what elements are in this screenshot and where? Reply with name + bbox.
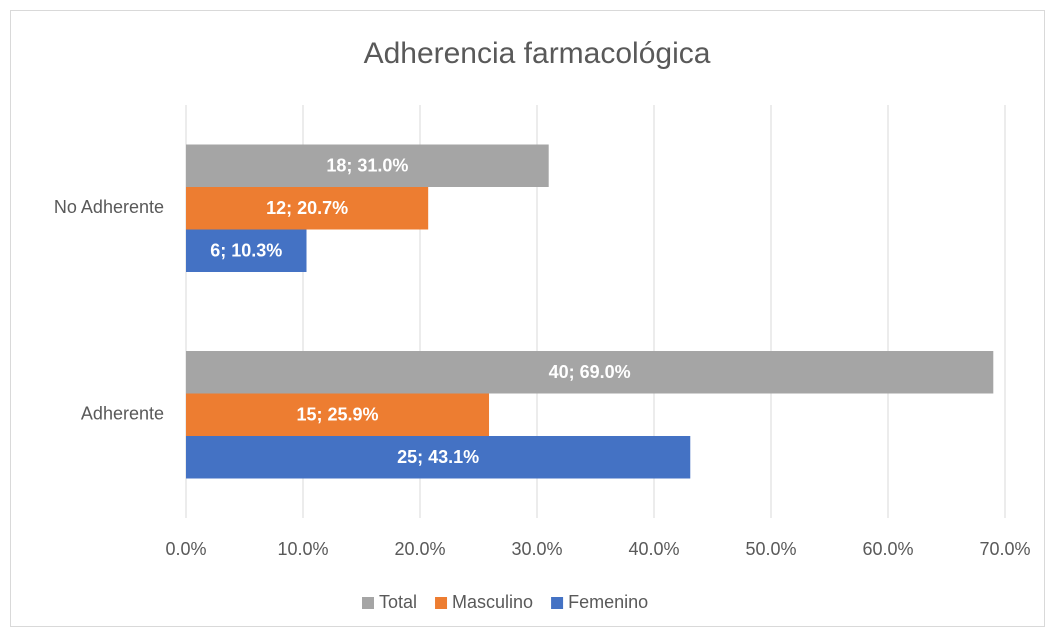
bar <box>186 393 490 436</box>
value-label: 40; 69.0% <box>549 362 631 382</box>
chart-border <box>10 10 1045 627</box>
legend-label: Masculino <box>452 592 533 612</box>
value-label: 18; 31.0% <box>326 156 408 176</box>
value-label: 25; 43.1% <box>397 447 479 467</box>
legend-label: Femenino <box>568 592 648 612</box>
y-tick-label: No Adherente <box>54 197 164 217</box>
x-tick-label: 20.0% <box>394 539 445 559</box>
x-tick-label: 60.0% <box>862 539 913 559</box>
bar <box>186 187 429 230</box>
bar <box>186 144 549 187</box>
x-tick-label: 40.0% <box>628 539 679 559</box>
x-tick-label: 70.0% <box>979 539 1030 559</box>
x-tick-label: 50.0% <box>745 539 796 559</box>
bar <box>186 436 691 479</box>
value-label: 12; 20.7% <box>266 198 348 218</box>
bar <box>186 229 307 272</box>
value-label: 15; 25.9% <box>296 405 378 425</box>
x-tick-label: 10.0% <box>277 539 328 559</box>
x-tick-label: 0.0% <box>165 539 206 559</box>
x-tick-label: 30.0% <box>511 539 562 559</box>
legend-label: Total <box>379 592 417 612</box>
chart-title: Adherencia farmacológica <box>364 37 711 70</box>
legend-swatch <box>551 597 564 609</box>
legend-swatch <box>362 597 374 609</box>
bar <box>186 351 994 394</box>
y-tick-label: Adherente <box>81 404 164 424</box>
legend-swatch <box>435 597 448 609</box>
value-label: 6; 10.3% <box>210 241 282 261</box>
